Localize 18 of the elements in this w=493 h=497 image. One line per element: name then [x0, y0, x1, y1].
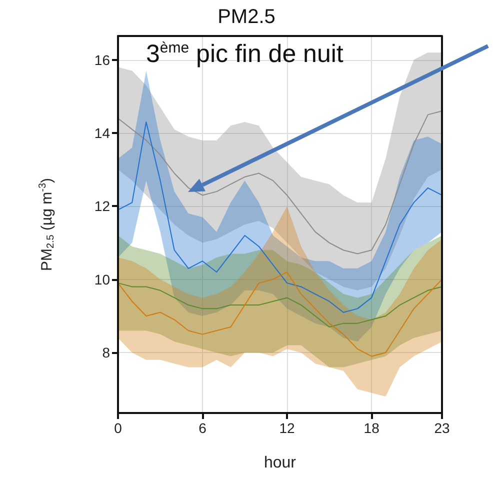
- line-series: [118, 110, 442, 254]
- line-series: [118, 122, 442, 313]
- line-series: [118, 282, 442, 328]
- y-tick-label: 8: [102, 344, 110, 361]
- y-axis-title: PM2.5 (µg m-3): [38, 178, 56, 272]
- x-tick-label: 23: [434, 420, 450, 436]
- chart-title: PM2.5: [218, 6, 276, 28]
- line-series: [118, 272, 442, 357]
- y-tick-label: 10: [94, 271, 110, 288]
- x-tick-label: 6: [198, 420, 207, 436]
- y-tick-label: 14: [94, 124, 110, 141]
- y-tick-label: 12: [94, 198, 110, 214]
- y-tick-label: 16: [94, 52, 110, 68]
- x-tick-label: 0: [114, 420, 122, 436]
- x-axis-title: hour: [264, 454, 297, 472]
- x-tick-label: 18: [364, 420, 380, 436]
- x-tick-label: 12: [279, 420, 296, 436]
- annotation: 3$^{ème}$ pic fin de nuit: [146, 40, 344, 69]
